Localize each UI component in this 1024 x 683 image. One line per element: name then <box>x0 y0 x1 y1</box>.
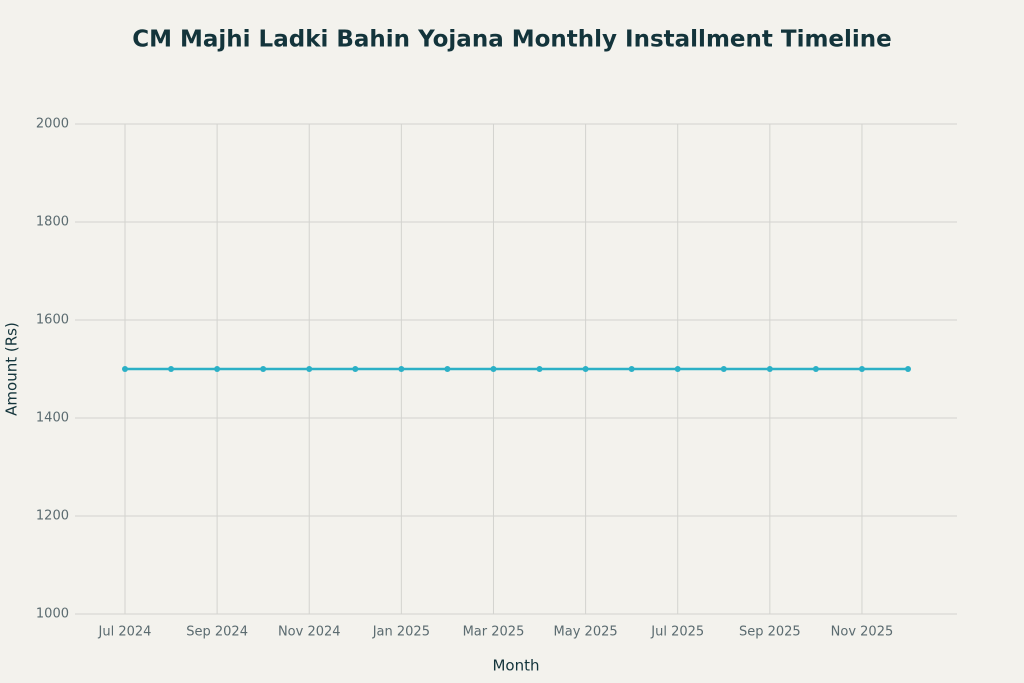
point <box>858 366 865 372</box>
point <box>444 366 451 372</box>
point <box>352 366 359 372</box>
point <box>536 366 543 372</box>
y-tick-label: 1800 <box>36 215 69 230</box>
point <box>582 366 589 372</box>
x-tick-label: Jul 2024 <box>98 625 152 640</box>
point <box>628 366 635 372</box>
y-tick-label: 1200 <box>36 509 69 524</box>
y-tick-label: 1400 <box>36 411 69 426</box>
point <box>674 366 681 372</box>
x-tick-label: May 2025 <box>554 625 618 640</box>
chart-title: CM Majhi Ladki Bahin Yojana Monthly Inst… <box>132 27 892 53</box>
point <box>398 366 405 372</box>
point <box>306 366 313 372</box>
point <box>812 366 819 372</box>
point <box>905 366 912 372</box>
x-tick-label: Sep 2025 <box>739 625 801 640</box>
x-axis-title: Month <box>492 657 539 675</box>
x-tick-label: Mar 2025 <box>463 625 525 640</box>
y-tick-label: 1600 <box>36 313 69 328</box>
point <box>214 366 221 372</box>
point <box>490 366 497 372</box>
x-tick-label: Jul 2025 <box>650 625 704 640</box>
x-tick-label: Jan 2025 <box>372 625 430 640</box>
point <box>122 366 128 372</box>
point <box>260 366 267 372</box>
x-tick-label: Nov 2024 <box>278 625 341 640</box>
point <box>720 366 727 372</box>
y-tick-label: 1000 <box>36 607 69 622</box>
point <box>766 366 773 372</box>
y-tick-label: 2000 <box>36 117 69 132</box>
x-tick-label: Sep 2024 <box>186 625 248 640</box>
point <box>168 366 175 372</box>
x-tick-label: Nov 2025 <box>831 625 894 640</box>
y-axis-title: Amount (Rs) <box>3 322 21 416</box>
